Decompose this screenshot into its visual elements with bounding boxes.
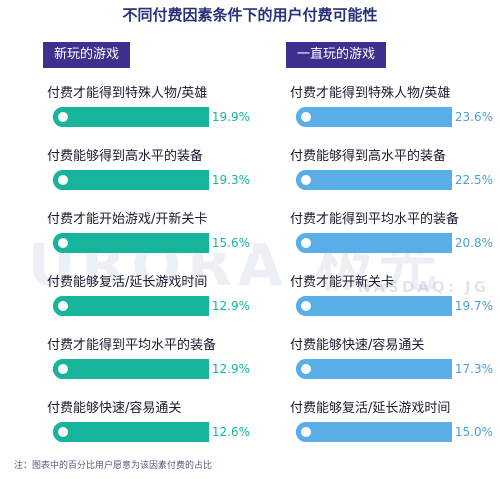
bar-list: 付费才能得到特殊人物/英雄 23.6% 付费能够得到高水平的装备 22.5% 付费才能得… [286,82,500,460]
category-label: 付费能够快速/容易通关 [290,338,425,353]
category-label: 付费能够得到高水平的装备 [47,149,204,164]
panel-header: 一直玩的游戏 [286,42,387,68]
category-label: 付费才能开始游戏/开新关卡 [47,212,208,227]
category-label: 付费才能得到特殊人物/英雄 [47,86,208,101]
category-label: 付费能够快速/容易通关 [47,401,182,416]
bar-item: 付费才能得到特殊人物/英雄 19.9% [43,82,258,145]
bar-item: 付费能够得到高水平的装备 22.5% [286,145,500,208]
bar-item: 付费能够快速/容易通关 17.3% [286,334,500,397]
bar-start-knob [53,233,73,253]
value-label: 20.8% [451,233,496,253]
value-label: 19.7% [451,296,496,316]
panel-header: 新玩的游戏 [43,42,131,68]
bar: 15.0% [296,422,496,442]
value-label: 15.0% [451,422,496,442]
bar-item: 付费能够复活/延长游戏时间 12.9% [43,271,258,334]
value-label: 19.3% [208,170,253,190]
bar: 12.9% [53,296,253,316]
bar-item: 付费能够快速/容易通关 12.6% [43,397,258,460]
bar: 23.6% [296,107,496,127]
bar-start-knob [53,359,73,379]
value-label: 15.6% [208,233,253,253]
bar-item: 付费才能得到特殊人物/英雄 23.6% [286,82,500,145]
bar-item: 付费能够复活/延长游戏时间 15.0% [286,397,500,460]
value-label: 17.3% [451,359,496,379]
bar: 17.3% [296,359,496,379]
value-label: 23.6% [451,107,496,127]
value-label: 19.9% [208,107,253,127]
value-label: 12.9% [208,359,253,379]
bar-start-knob [296,359,316,379]
bar: 15.6% [53,233,253,253]
bar-start-knob [53,296,73,316]
bar-start-knob [296,107,316,127]
category-label: 付费才能得到特殊人物/英雄 [290,86,451,101]
bar-start-knob [296,422,316,442]
category-label: 付费能够复活/延长游戏时间 [290,401,451,416]
category-label: 付费能够复活/延长游戏时间 [47,275,208,290]
bar-item: 付费才能得到平均水平的装备 12.9% [43,334,258,397]
footnote: 注：图表中的百分比用户愿意为该因素付费的占比 [14,461,213,471]
category-label: 付费才能得到平均水平的装备 [47,338,217,353]
bar-start-knob [53,422,73,442]
category-label: 付费能够得到高水平的装备 [290,149,447,164]
bar-start-knob [53,107,73,127]
bar-item: 付费才能开始游戏/开新关卡 15.6% [43,208,258,271]
bar-item: 付费能够得到高水平的装备 19.3% [43,145,258,208]
panel-long-played-games: 一直玩的游戏 付费才能得到特殊人物/英雄 23.6% 付费能够得到高水平的装备 22.… [286,42,500,460]
bar: 19.3% [53,170,253,190]
bar-start-knob [296,233,316,253]
bar: 20.8% [296,233,496,253]
bar-start-knob [53,170,73,190]
panel-new-games: 新玩的游戏 付费才能得到特殊人物/英雄 19.9% 付费能够得到高水平的装备 19.3… [43,42,258,460]
value-label: 22.5% [451,170,496,190]
bar-start-knob [296,296,316,316]
bar: 19.9% [53,107,253,127]
bar-start-knob [296,170,316,190]
bar: 12.9% [53,359,253,379]
value-label: 12.9% [208,296,253,316]
bar: 12.6% [53,422,253,442]
chart-title: 不同付费因素条件下的用户付费可能性 [122,6,378,24]
bar-list: 付费才能得到特殊人物/英雄 19.9% 付费能够得到高水平的装备 19.3% 付费才能开… [43,82,258,460]
value-label: 12.6% [208,422,253,442]
category-label: 付费才能开新关卡 [290,275,395,290]
bar-item: 付费才能开新关卡 19.7% [286,271,500,334]
bar-item: 付费才能得到平均水平的装备 20.8% [286,208,500,271]
bar: 19.7% [296,296,496,316]
category-label: 付费才能得到平均水平的装备 [290,212,460,227]
bar: 22.5% [296,170,496,190]
